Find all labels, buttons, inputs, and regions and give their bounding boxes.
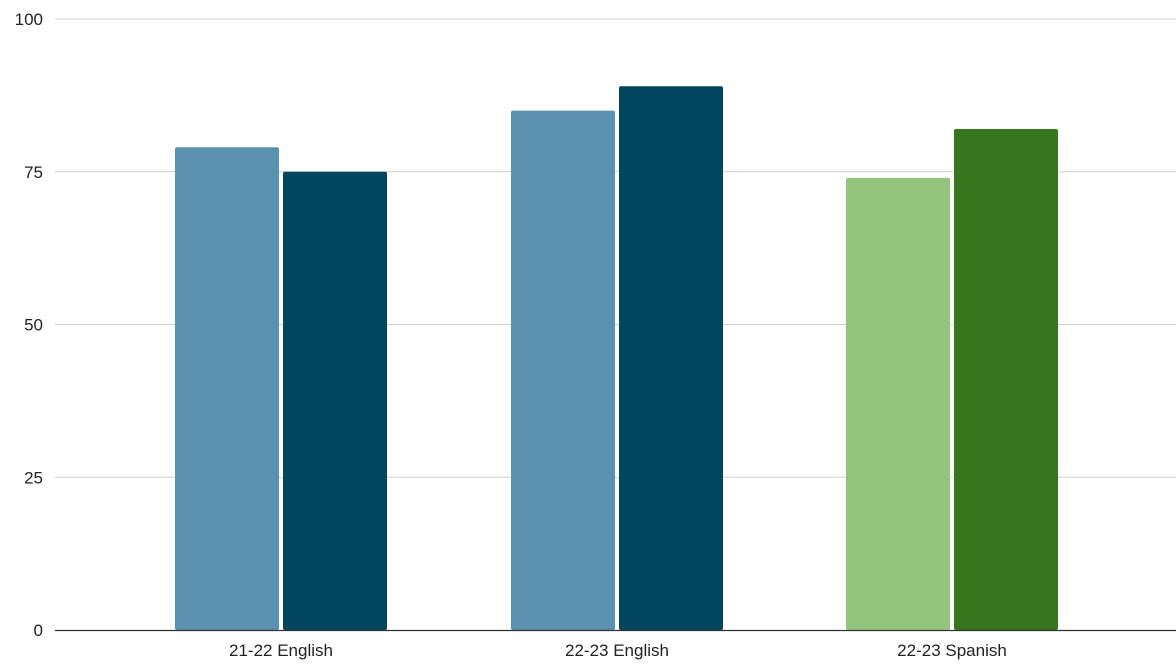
bar-2-1 [283,171,387,630]
bars [175,86,1058,631]
x-category-label: 22-23 Spanish [897,641,1007,660]
x-category-label: 22-23 English [565,641,669,660]
x-category-label: 21-22 English [229,641,333,660]
tick-labels: 0 25 50 75 100 21-22 English 22-23 English 22-2… [15,10,1007,660]
y-tick-label: 0 [34,621,43,640]
bar-2-2 [619,86,723,630]
bar-1-2 [511,110,615,630]
y-tick-label: 75 [24,163,43,182]
bar-2-3 [954,128,1058,631]
bar-1-3 [846,177,950,631]
y-tick-label: 25 [24,468,43,487]
bar-1-1 [175,147,279,630]
y-tick-label: 50 [24,316,43,335]
y-tick-label: 100 [15,10,43,29]
